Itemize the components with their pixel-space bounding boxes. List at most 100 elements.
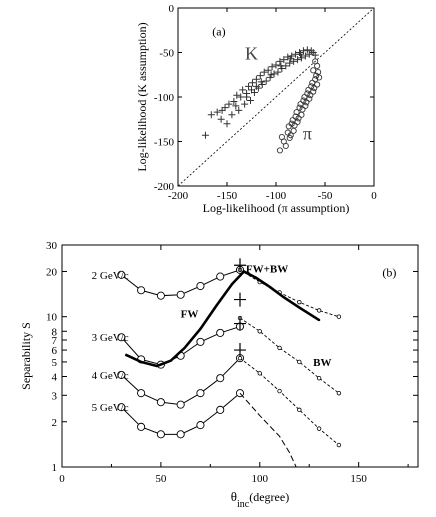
data-point — [216, 374, 225, 383]
pi-point — [304, 90, 311, 97]
pi-point — [296, 104, 303, 111]
pi-point — [293, 109, 300, 116]
data-point — [196, 281, 205, 291]
data-point — [117, 333, 126, 342]
data-point — [117, 370, 126, 379]
series-annotation-a: π — [303, 124, 312, 144]
panel-label-b: (b) — [382, 265, 396, 279]
k-point — [252, 82, 260, 90]
y-tick-label-a: 0 — [169, 3, 175, 15]
k-point — [267, 71, 275, 79]
pi-point — [285, 123, 292, 130]
k-point — [245, 82, 253, 90]
pi-point — [310, 67, 317, 74]
pi-point — [312, 76, 319, 83]
y-tick-label-b: 1 — [52, 462, 58, 474]
series-line — [239, 357, 340, 446]
k-point — [201, 131, 209, 139]
data-point — [216, 272, 225, 281]
data-point — [254, 276, 258, 279]
y-tick-label-a: -50 — [159, 48, 174, 60]
data-point — [117, 270, 126, 279]
data-point — [176, 430, 185, 439]
pi-point — [289, 117, 296, 124]
y-tick-label-a: -150 — [154, 137, 175, 149]
data-point — [216, 405, 225, 414]
data-point — [137, 422, 146, 431]
data-point — [117, 403, 126, 412]
k-point — [297, 54, 305, 62]
k-point — [256, 72, 264, 80]
k-point — [243, 93, 251, 101]
x-axis-label-a: Log-likelihood (π assumption) — [203, 201, 350, 215]
series-annotation-b: FW+BW — [246, 263, 288, 275]
pi-point — [306, 95, 313, 102]
k-point — [230, 97, 238, 105]
pi-point — [291, 122, 298, 129]
y-tick-label-b: 7 — [52, 335, 58, 347]
k-point — [296, 49, 304, 56]
y-tick-label-b: 30 — [46, 240, 58, 252]
x-tick-label-a: 0 — [371, 190, 377, 202]
y-tick-label-b: 3 — [52, 390, 58, 402]
data-point — [139, 360, 143, 364]
x-tick-label-a: -200 — [168, 190, 189, 202]
data-point — [336, 442, 342, 448]
series-annotation-b: FW — [181, 309, 199, 321]
k-point — [237, 93, 245, 101]
k-point — [235, 106, 243, 114]
series-annotation-b: BW — [313, 357, 331, 369]
k-point — [299, 47, 307, 55]
k-point — [233, 91, 241, 99]
pi-point — [303, 99, 310, 106]
data-point — [257, 371, 262, 376]
pi-point — [314, 81, 321, 88]
combined-marker — [234, 316, 246, 331]
pi-point — [313, 72, 320, 79]
x-tick-label-b: 50 — [155, 473, 167, 485]
k-point — [286, 59, 294, 67]
k-point — [228, 111, 236, 119]
pi-point — [301, 93, 308, 101]
y-tick-label-b: 10 — [46, 312, 58, 324]
data-point — [316, 308, 322, 313]
series-line — [239, 269, 340, 318]
pi-point — [294, 118, 301, 125]
data-point — [297, 299, 302, 305]
pi-point — [278, 133, 285, 141]
data-point — [316, 426, 322, 431]
y-tick-label-b: 2 — [52, 417, 58, 429]
data-point — [137, 389, 146, 398]
k-point — [305, 50, 313, 58]
data-point — [156, 291, 165, 300]
x-tick-label-a: -50 — [318, 190, 333, 202]
k-point — [232, 102, 240, 110]
x-tick-label-b: 0 — [59, 473, 65, 485]
pi-point — [276, 147, 283, 154]
y-tick-label-b: 8 — [52, 326, 58, 338]
y-tick-label-b: 5 — [52, 357, 58, 369]
pi-point — [307, 92, 314, 99]
k-point — [225, 100, 233, 108]
data-point — [297, 359, 302, 365]
pi-point — [292, 113, 299, 120]
k-point — [252, 75, 260, 83]
y-tick-label-a: -200 — [154, 181, 175, 193]
k-point — [239, 86, 247, 94]
data-point — [196, 421, 205, 430]
series-line — [239, 317, 340, 394]
diagonal-line — [177, 7, 375, 187]
combined-marker — [234, 258, 246, 273]
k-point — [264, 66, 272, 74]
k-point — [301, 52, 309, 60]
data-point — [176, 290, 185, 299]
k-point — [270, 70, 278, 78]
pi-point — [287, 132, 294, 139]
data-point — [277, 388, 282, 394]
pi-point — [299, 106, 306, 113]
k-point — [241, 100, 249, 108]
pi-point — [300, 97, 307, 104]
data-point — [196, 389, 205, 398]
